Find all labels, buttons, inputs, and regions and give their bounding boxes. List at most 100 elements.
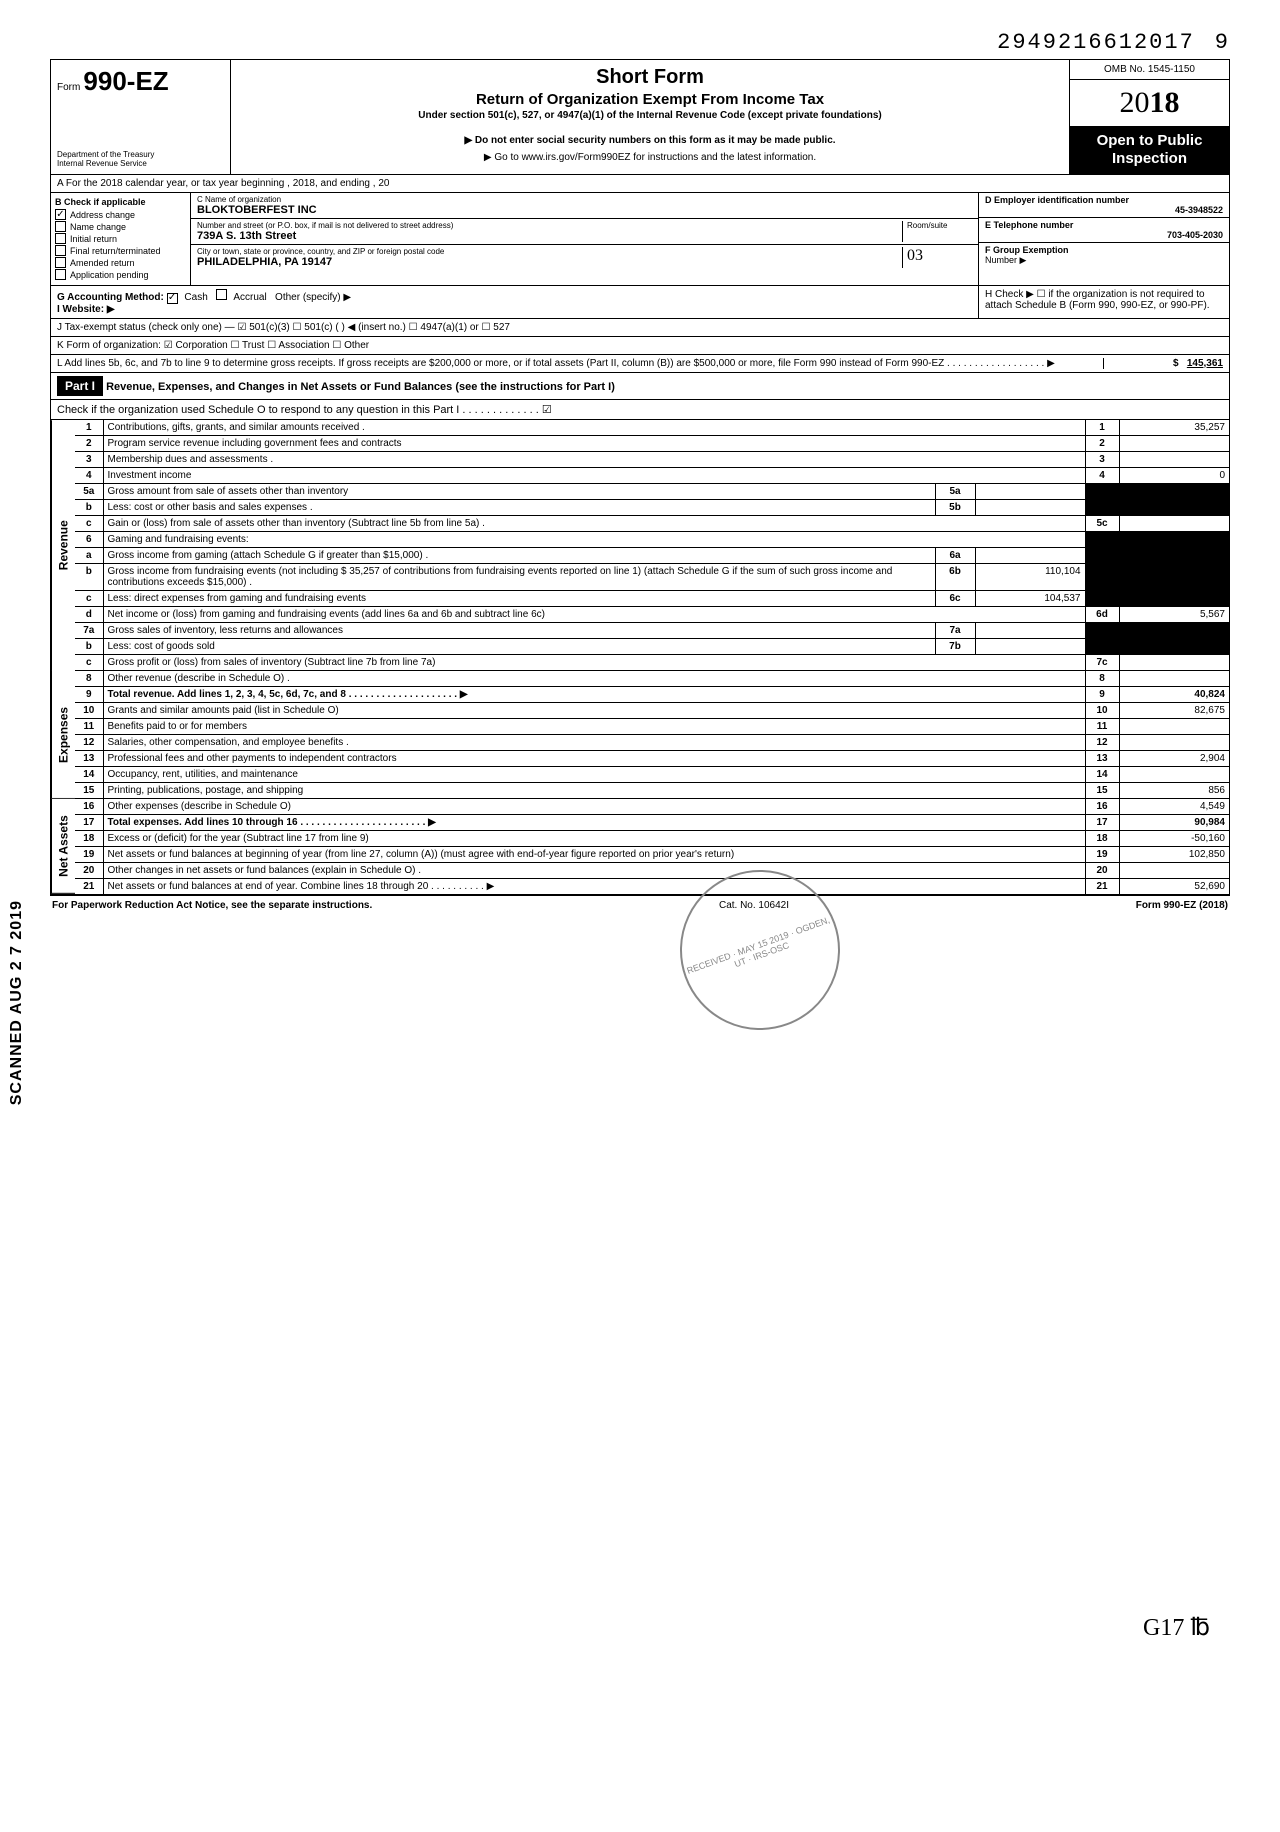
line-desc: Less: cost or other basis and sales expe… bbox=[103, 499, 935, 515]
right-line-ref bbox=[1085, 563, 1119, 590]
right-line-amt: 102,850 bbox=[1119, 846, 1229, 862]
right-line-amt bbox=[1119, 499, 1229, 515]
colb-checkbox-3[interactable] bbox=[55, 245, 66, 256]
cash-checkbox[interactable]: ✓ bbox=[167, 293, 178, 304]
footer-right: Form 990-EZ (2018) bbox=[1136, 900, 1228, 911]
mid-line-val bbox=[975, 622, 1085, 638]
website-note: ▶ Go to www.irs.gov/Form990EZ for instru… bbox=[241, 152, 1059, 163]
table-row: bLess: cost or other basis and sales exp… bbox=[75, 499, 1229, 515]
org-name-label: C Name of organization bbox=[197, 195, 972, 204]
right-line-amt bbox=[1119, 654, 1229, 670]
scanned-stamp: SCANNED AUG 2 7 2019 bbox=[8, 900, 26, 1105]
right-line-ref: 3 bbox=[1085, 451, 1119, 467]
table-row: cGain or (loss) from sale of assets othe… bbox=[75, 515, 1229, 531]
group-exempt-label: F Group Exemption bbox=[985, 245, 1069, 255]
table-row: 17Total expenses. Add lines 10 through 1… bbox=[75, 814, 1229, 830]
right-line-amt bbox=[1119, 862, 1229, 878]
line-desc: Gross income from fundraising events (no… bbox=[103, 563, 935, 590]
group-exempt-label2: Number ▶ bbox=[985, 255, 1026, 265]
row-gh: G Accounting Method: ✓ Cash Accrual Othe… bbox=[50, 286, 1230, 319]
line-number: 11 bbox=[75, 718, 103, 734]
colb-checkbox-5[interactable] bbox=[55, 269, 66, 280]
right-line-ref: 12 bbox=[1085, 734, 1119, 750]
open-public-badge: Open to Public Inspection bbox=[1070, 126, 1229, 174]
table-row: 10Grants and similar amounts paid (list … bbox=[75, 702, 1229, 718]
line-number: b bbox=[75, 638, 103, 654]
right-line-amt: 2,904 bbox=[1119, 750, 1229, 766]
right-line-ref bbox=[1085, 483, 1119, 499]
colb-checkbox-0[interactable]: ✓ bbox=[55, 209, 66, 220]
right-line-ref: 1 bbox=[1085, 420, 1119, 436]
right-line-ref bbox=[1085, 590, 1119, 606]
table-row: 1Contributions, gifts, grants, and simil… bbox=[75, 420, 1229, 436]
line-desc: Gain or (loss) from sale of assets other… bbox=[103, 515, 1085, 531]
colb-label: Final return/terminated bbox=[70, 246, 161, 256]
line-desc: Other changes in net assets or fund bala… bbox=[103, 862, 1085, 878]
line-desc: Contributions, gifts, grants, and simila… bbox=[103, 420, 1085, 436]
mid-line-ref: 5b bbox=[935, 499, 975, 515]
colb-item: Application pending bbox=[55, 269, 186, 280]
line-desc: Gross sales of inventory, less returns a… bbox=[103, 622, 935, 638]
line-desc: Excess or (deficit) for the year (Subtra… bbox=[103, 830, 1085, 846]
right-line-ref bbox=[1085, 547, 1119, 563]
form-subtitle: Return of Organization Exempt From Incom… bbox=[241, 91, 1059, 108]
line-desc: Occupancy, rent, utilities, and maintena… bbox=[103, 766, 1085, 782]
line-desc: Salaries, other compensation, and employ… bbox=[103, 734, 1085, 750]
table-row: bLess: cost of goods sold7b bbox=[75, 638, 1229, 654]
right-line-ref: 15 bbox=[1085, 782, 1119, 798]
header-mid: Short Form Return of Organization Exempt… bbox=[231, 60, 1069, 174]
mid-line-val bbox=[975, 638, 1085, 654]
colb-checkbox-1[interactable] bbox=[55, 221, 66, 232]
line-number: 18 bbox=[75, 830, 103, 846]
line-number: c bbox=[75, 590, 103, 606]
row-j: J Tax-exempt status (check only one) — ☑… bbox=[50, 319, 1230, 337]
right-line-ref: 14 bbox=[1085, 766, 1119, 782]
colb-checkbox-4[interactable] bbox=[55, 257, 66, 268]
right-line-ref: 7c bbox=[1085, 654, 1119, 670]
line-desc: Gross income from gaming (attach Schedul… bbox=[103, 547, 935, 563]
ssn-note: ▶ Do not enter social security numbers o… bbox=[241, 135, 1059, 146]
accrual-checkbox[interactable] bbox=[216, 289, 227, 300]
table-row: 13Professional fees and other payments t… bbox=[75, 750, 1229, 766]
ein-value: 45-3948522 bbox=[985, 205, 1223, 215]
revenue-label: Revenue bbox=[51, 420, 75, 671]
line-desc: Gaming and fundraising events: bbox=[103, 531, 1085, 547]
right-line-ref bbox=[1085, 531, 1119, 547]
dept-block: Department of the Treasury Internal Reve… bbox=[57, 150, 224, 168]
row-a-tax-year: A For the 2018 calendar year, or tax yea… bbox=[50, 175, 1230, 193]
mid-line-ref: 6c bbox=[935, 590, 975, 606]
part1-header-row: Part I Revenue, Expenses, and Changes in… bbox=[50, 373, 1230, 420]
colb-label: Name change bbox=[70, 222, 126, 232]
form-number: 990-EZ bbox=[83, 66, 168, 96]
table-row: 18Excess or (deficit) for the year (Subt… bbox=[75, 830, 1229, 846]
header-right: OMB No. 1545-1150 2018 Open to Public In… bbox=[1069, 60, 1229, 174]
right-line-amt: 52,690 bbox=[1119, 878, 1229, 894]
colb-label: Amended return bbox=[70, 258, 135, 268]
accounting-method-row: G Accounting Method: ✓ Cash Accrual Othe… bbox=[57, 289, 972, 304]
right-line-ref: 16 bbox=[1085, 798, 1119, 814]
right-line-ref: 11 bbox=[1085, 718, 1119, 734]
table-row: 3Membership dues and assessments .3 bbox=[75, 451, 1229, 467]
line-number: 7a bbox=[75, 622, 103, 638]
form-sub2: Under section 501(c), 527, or 4947(a)(1)… bbox=[241, 110, 1059, 121]
street-label: Number and street (or P.O. box, if mail … bbox=[197, 221, 902, 230]
tax-year: 2018 bbox=[1070, 80, 1229, 126]
line-number: c bbox=[75, 515, 103, 531]
table-row: 15Printing, publications, postage, and s… bbox=[75, 782, 1229, 798]
right-line-amt: 856 bbox=[1119, 782, 1229, 798]
right-line-amt bbox=[1119, 622, 1229, 638]
line-number: d bbox=[75, 606, 103, 622]
mid-line-val bbox=[975, 499, 1085, 515]
colb-item: Initial return bbox=[55, 233, 186, 244]
colb-checkbox-2[interactable] bbox=[55, 233, 66, 244]
part1-title: Revenue, Expenses, and Changes in Net As… bbox=[106, 381, 615, 393]
right-line-amt bbox=[1119, 563, 1229, 590]
street-value: 739A S. 13th Street bbox=[197, 230, 902, 242]
right-line-ref bbox=[1085, 622, 1119, 638]
part1-grid: Revenue Expenses Net Assets 1Contributio… bbox=[50, 420, 1230, 895]
mid-line-val bbox=[975, 483, 1085, 499]
right-line-ref: 10 bbox=[1085, 702, 1119, 718]
mid-line-ref: 7b bbox=[935, 638, 975, 654]
table-row: cLess: direct expenses from gaming and f… bbox=[75, 590, 1229, 606]
expenses-label: Expenses bbox=[51, 671, 75, 799]
